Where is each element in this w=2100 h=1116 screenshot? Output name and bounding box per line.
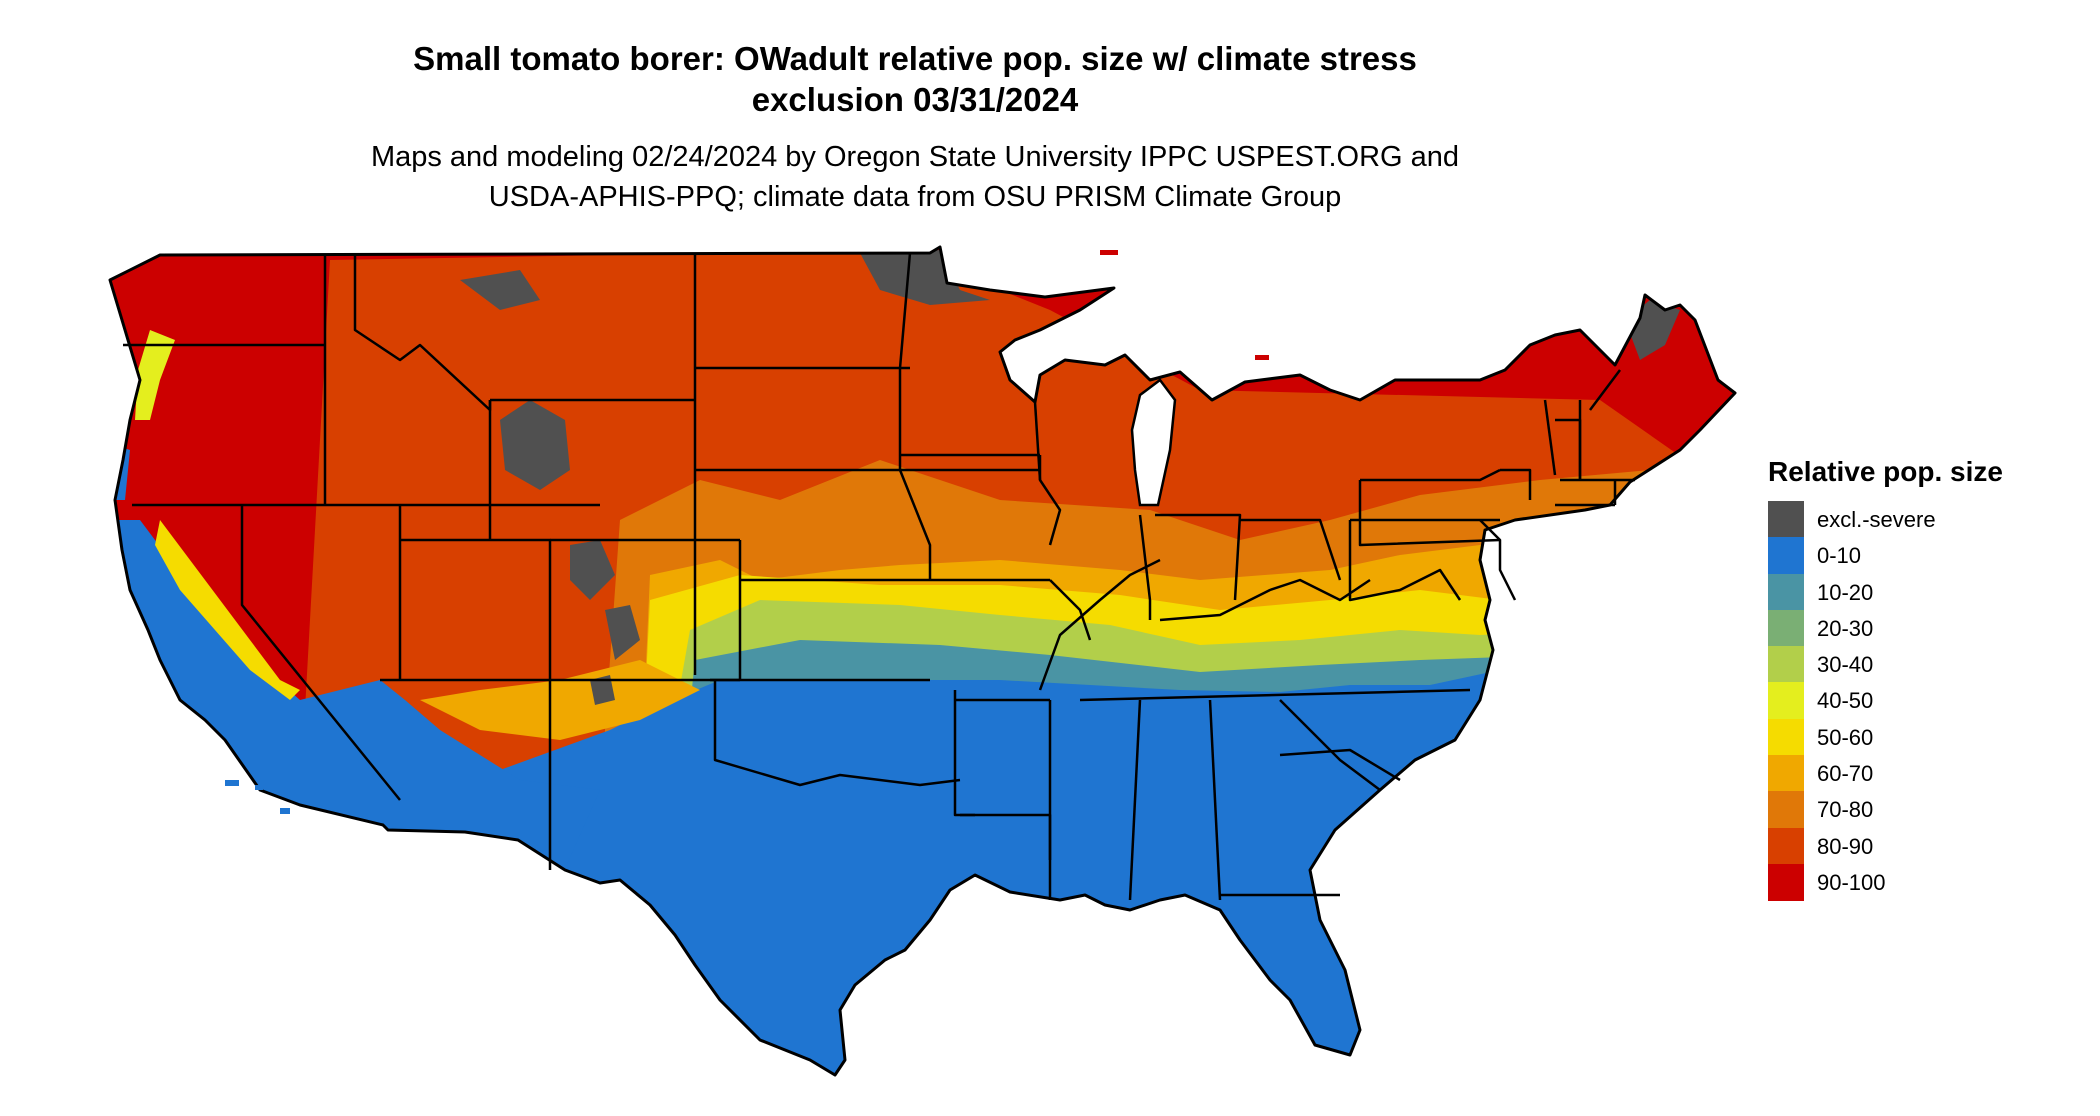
legend-item: excl.-severe bbox=[1768, 501, 2088, 538]
risk-zone-yellow-sierra bbox=[155, 520, 300, 700]
legend-label: 70-80 bbox=[1817, 797, 1874, 823]
legend-swatch bbox=[1768, 863, 1804, 901]
map-subtitle-line-2: USDA-APHIS-PPQ; climate data from OSU PR… bbox=[488, 181, 1342, 213]
legend-label: 30-40 bbox=[1817, 652, 1874, 678]
excl-zone-new-mexico bbox=[590, 675, 615, 705]
legend-title: Relative pop. size bbox=[1768, 456, 2003, 487]
legend-swatch bbox=[1768, 682, 1804, 720]
legend-swatch bbox=[1768, 827, 1804, 865]
legend-swatch bbox=[1768, 501, 1804, 538]
legend-label: 90-100 bbox=[1817, 869, 1886, 895]
legend-swatch bbox=[1768, 791, 1804, 829]
legend-swatch bbox=[1768, 537, 1804, 575]
excl-zone-wyoming bbox=[500, 400, 570, 490]
coastal-islands bbox=[225, 250, 1269, 814]
excl-zone-colorado-b bbox=[605, 605, 640, 660]
us-outline bbox=[108, 245, 1737, 1077]
legend-item: 10-20 bbox=[1768, 573, 2088, 611]
lake-michigan bbox=[1130, 378, 1177, 507]
legend-item: 80-90 bbox=[1768, 827, 2088, 865]
legend-label: 20-30 bbox=[1817, 615, 1874, 641]
legend-item: 50-60 bbox=[1768, 718, 2088, 756]
legend-item: 40-50 bbox=[1768, 682, 2088, 720]
legend-items: excl.-severe 0-10 10-20 20-30 30-40 40-50 50-6… bbox=[1768, 501, 2088, 901]
legend-item: 30-40 bbox=[1768, 646, 2088, 684]
legend-swatch bbox=[1768, 755, 1804, 793]
legend: Relative pop. size excl.-severe 0-10 10-20… bbox=[1768, 455, 2088, 901]
excl-zone-north-dakota bbox=[860, 250, 990, 305]
map-title-line-2: exclusion 03/31/2024 bbox=[751, 81, 1079, 118]
legend-item: 70-80 bbox=[1768, 791, 2088, 829]
excl-zone-colorado-a bbox=[570, 540, 615, 600]
legend-label: 10-20 bbox=[1817, 579, 1874, 605]
legend-label: excl.-severe bbox=[1817, 507, 1936, 532]
risk-zone-yellow-northwest bbox=[135, 330, 175, 420]
legend-item: 20-30 bbox=[1768, 609, 2088, 647]
state-borders bbox=[123, 252, 1635, 901]
legend-swatch bbox=[1768, 609, 1804, 647]
excl-zone-west-montana bbox=[460, 270, 540, 310]
legend-label: 80-90 bbox=[1817, 833, 1874, 859]
legend-swatch bbox=[1768, 573, 1804, 611]
legend-swatch bbox=[1768, 646, 1804, 684]
map-subtitle: Maps and modeling 02/24/2024 by Oregon S… bbox=[0, 137, 1830, 217]
legend-swatch bbox=[1768, 718, 1804, 756]
legend-label: 50-60 bbox=[1817, 724, 1874, 750]
legend-item: 60-70 bbox=[1768, 755, 2088, 793]
legend-label: 40-50 bbox=[1817, 688, 1874, 714]
legend-label: 60-70 bbox=[1817, 761, 1874, 787]
legend-label: 0-10 bbox=[1817, 543, 1862, 569]
legend-item: 0-10 bbox=[1768, 537, 2088, 575]
map-title-line-1: Small tomato borer: OWadult relative pop… bbox=[413, 40, 1417, 77]
map-subtitle-line-1: Maps and modeling 02/24/2024 by Oregon S… bbox=[370, 141, 1460, 173]
legend-item: 90-100 bbox=[1768, 863, 2088, 901]
map-title: Small tomato borer: OWadult relative pop… bbox=[0, 38, 1830, 120]
